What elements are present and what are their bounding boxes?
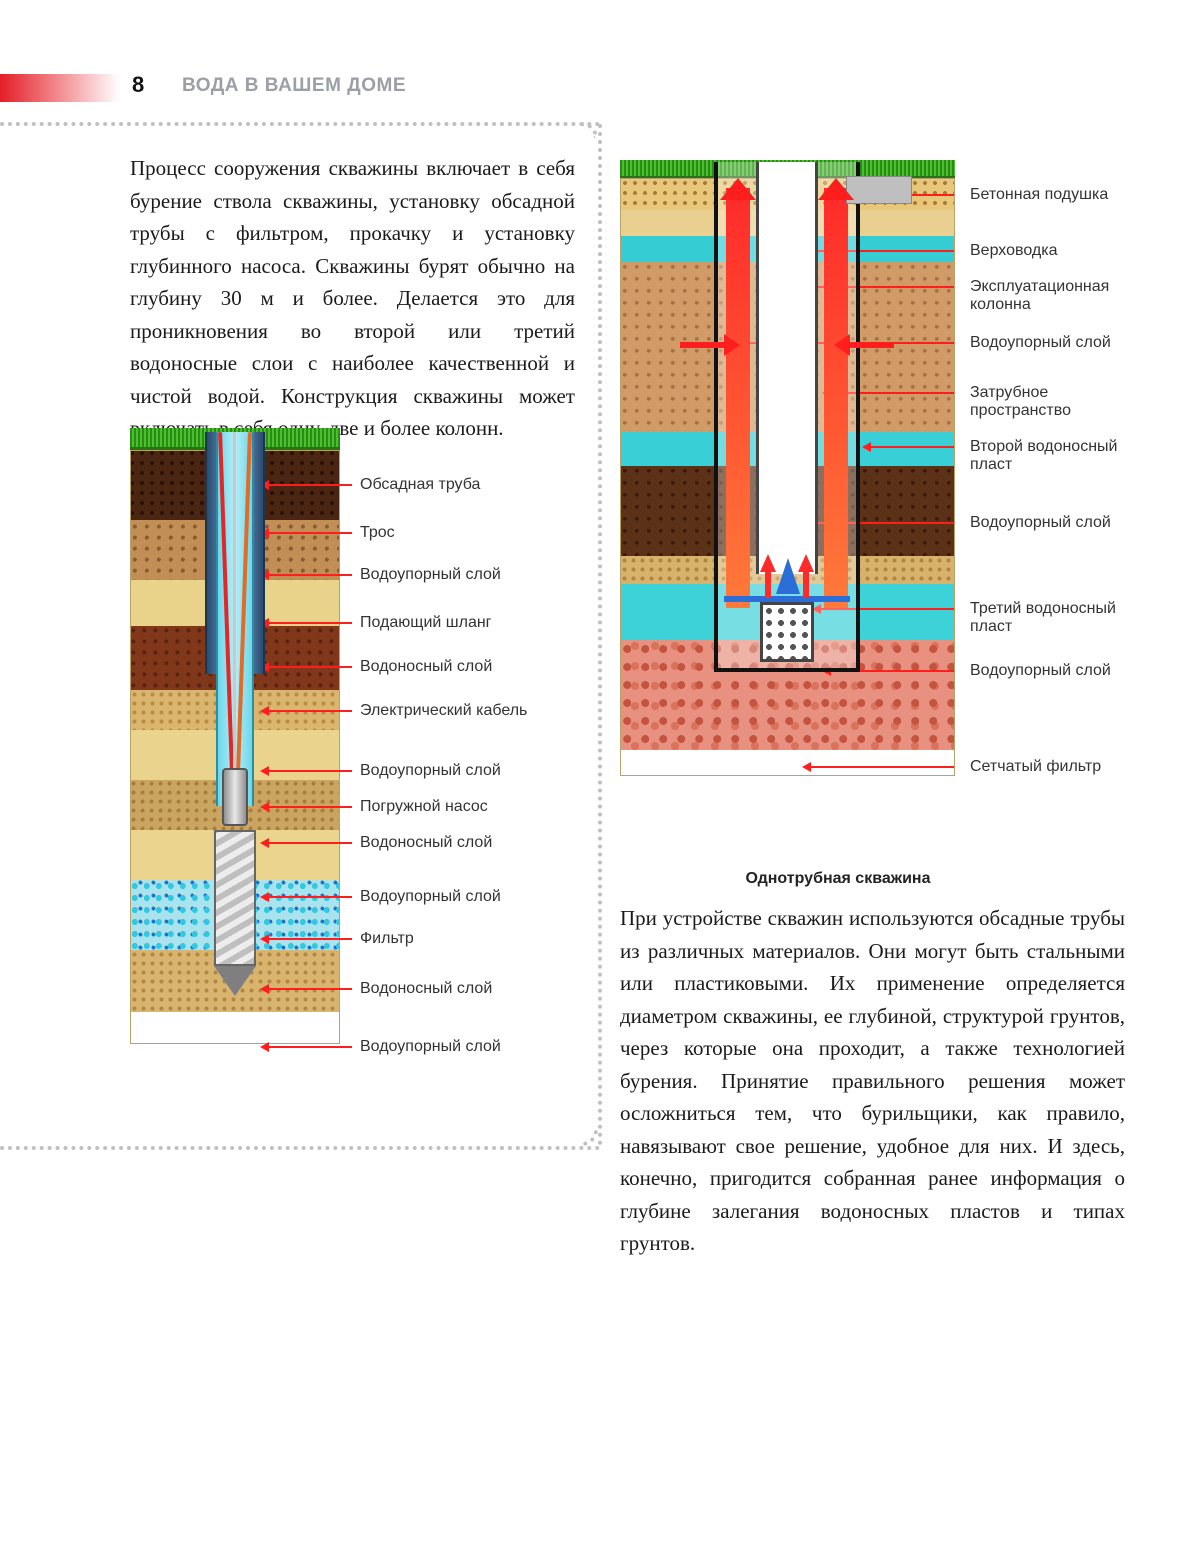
d2-red-arrow-2 xyxy=(798,554,814,572)
d2-inflow-arrow-r xyxy=(834,334,850,356)
dotted-border-bottom xyxy=(0,1146,600,1150)
d1-label: Фильтр xyxy=(360,930,570,948)
d1-pointer xyxy=(268,484,352,486)
d2-label: Второй водоносный пласт xyxy=(970,438,1140,475)
d1-pointer xyxy=(268,1046,352,1048)
d2-label: Бетонная подушка xyxy=(970,186,1140,204)
d2-label: Третий водоносный пласт xyxy=(970,600,1140,637)
header-title: ВОДА В ВАШЕМ ДОМЕ xyxy=(182,75,406,97)
d1-label: Водоносный слой xyxy=(360,658,570,676)
d1-pointer xyxy=(268,710,352,712)
d1-pointer xyxy=(268,622,352,624)
d2-label: Затрубное пространство xyxy=(970,384,1140,421)
d1-pointer xyxy=(268,842,352,844)
diagram2-caption: Однотрубная скважина xyxy=(708,870,968,888)
d1-tip xyxy=(214,966,256,996)
d1-pointer xyxy=(268,896,352,898)
d2-water-arrow-up xyxy=(776,558,800,594)
d2-red-stem-1 xyxy=(765,572,771,598)
d2-flow-right xyxy=(824,188,848,608)
d2-red-stem-2 xyxy=(803,572,809,598)
d2-red-arrow-1 xyxy=(760,554,776,572)
d1-pointer xyxy=(268,574,352,576)
d1-label: Водоносный слой xyxy=(360,980,570,998)
d1-pointer xyxy=(268,532,352,534)
diagram-single-pipe-well: Бетонная подушка Верховодка Эксплуатационн… xyxy=(620,152,1140,872)
d2-label: Сетчатый фильтр xyxy=(970,758,1140,776)
d2-inflow-stem-l xyxy=(680,342,724,348)
d2-flow-left xyxy=(726,188,750,608)
d1-rope xyxy=(233,432,236,772)
d2-pointer xyxy=(870,446,954,448)
diagram-well-multi-casing: Обсадная труба Трос Водоупорный слой Подающ… xyxy=(130,418,570,1138)
d2-filter-top-bar xyxy=(724,596,850,602)
dotted-corner-br xyxy=(582,1130,598,1146)
dotted-border-top xyxy=(0,122,600,126)
d2-label: Эксплуатационная колонна xyxy=(970,278,1140,315)
d2-production-casing xyxy=(756,162,818,574)
d2-label: Водоупорный слой xyxy=(970,334,1140,352)
d2-inflow-stem-r xyxy=(850,342,894,348)
d1-label: Водоупорный слой xyxy=(360,762,570,780)
body-paragraph: При устройстве скважин используются обса… xyxy=(620,902,1125,1260)
d2-label: Верховодка xyxy=(970,242,1140,260)
d1-label: Обсадная труба xyxy=(360,476,570,494)
d2-label: Водоупорный слой xyxy=(970,662,1140,680)
d1-label: Водоупорный слой xyxy=(360,566,570,584)
d1-pointer xyxy=(268,770,352,772)
d2-mesh-filter xyxy=(760,602,814,662)
d1-pointer xyxy=(268,806,352,808)
d2-pointer xyxy=(810,766,954,768)
d1-label: Водоносный слой xyxy=(360,834,570,852)
d2-annulus-bottom xyxy=(714,668,860,672)
page-number: 8 xyxy=(132,72,144,98)
intro-paragraph: Процесс сооружения скважины включает в с… xyxy=(130,152,575,445)
d2-inflow-arrow-l xyxy=(724,334,740,356)
d1-label: Электрический кабель xyxy=(360,702,570,720)
d1-pointer xyxy=(268,666,352,668)
d1-pointer xyxy=(268,938,352,940)
d1-filter xyxy=(214,830,256,966)
d1-submersible-pump xyxy=(222,768,248,826)
d2-arrow-up-left xyxy=(720,178,756,200)
d1-label: Погружной насос xyxy=(360,798,570,816)
d1-label: Трос xyxy=(360,524,570,542)
d2-arrow-up-right xyxy=(818,178,854,200)
d2-concrete-pad xyxy=(846,176,912,204)
d1-label: Водоупорный слой xyxy=(360,1038,570,1056)
dotted-border-right xyxy=(598,124,602,1146)
d1-label: Подающий шланг xyxy=(360,614,570,632)
d2-label: Водоупорный слой xyxy=(970,514,1140,532)
page: 8 ВОДА В ВАШЕМ ДОМЕ Процесс сооружения с… xyxy=(0,0,1193,1565)
d1-label: Водоупорный слой xyxy=(360,888,570,906)
d1-pointer xyxy=(268,988,352,990)
